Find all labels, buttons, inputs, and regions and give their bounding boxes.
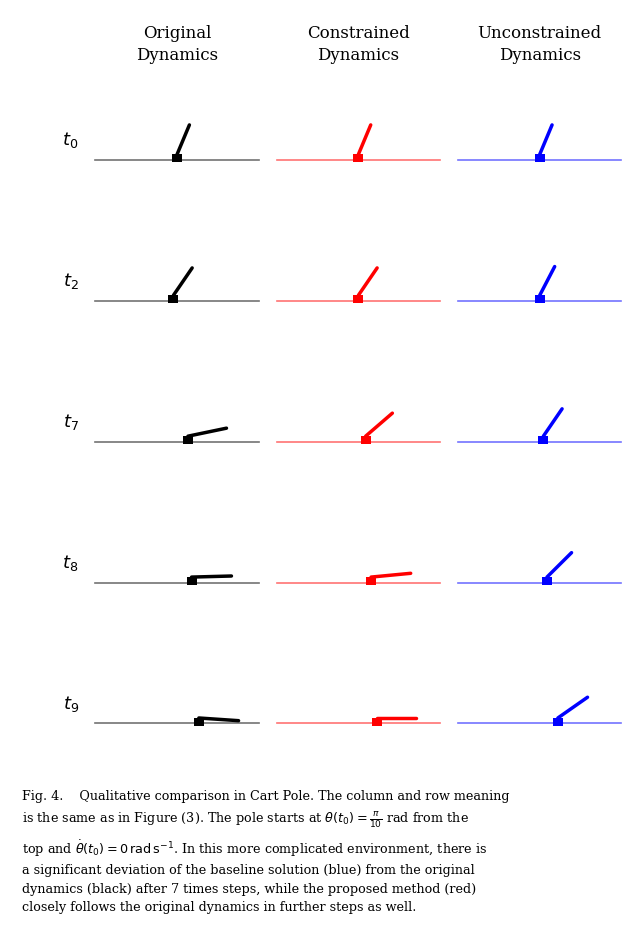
Text: Fig. 4.    Qualitative comparison in Cart Pole. The column and row meaning
is th: Fig. 4. Qualitative comparison in Cart P… xyxy=(22,790,510,914)
Text: $t_0$: $t_0$ xyxy=(63,130,79,150)
Bar xyxy=(372,718,381,725)
Bar xyxy=(538,436,548,444)
Text: $t_8$: $t_8$ xyxy=(63,553,79,573)
Bar xyxy=(194,718,204,725)
Bar xyxy=(366,577,376,585)
Bar xyxy=(361,436,371,444)
Bar xyxy=(535,295,545,303)
Bar xyxy=(168,295,179,303)
Bar xyxy=(187,577,196,585)
Text: Unconstrained
Dynamics: Unconstrained Dynamics xyxy=(477,25,602,64)
Text: Constrained
Dynamics: Constrained Dynamics xyxy=(307,25,410,64)
Text: $t_9$: $t_9$ xyxy=(63,694,79,714)
Bar xyxy=(353,295,364,303)
Bar xyxy=(353,154,364,162)
Bar xyxy=(172,154,182,162)
Bar xyxy=(553,718,563,725)
Bar xyxy=(535,154,545,162)
Bar xyxy=(542,577,552,585)
Text: Original
Dynamics: Original Dynamics xyxy=(136,25,218,64)
Bar xyxy=(183,436,193,444)
Text: $t_7$: $t_7$ xyxy=(63,412,79,432)
Text: $t_2$: $t_2$ xyxy=(63,271,79,291)
